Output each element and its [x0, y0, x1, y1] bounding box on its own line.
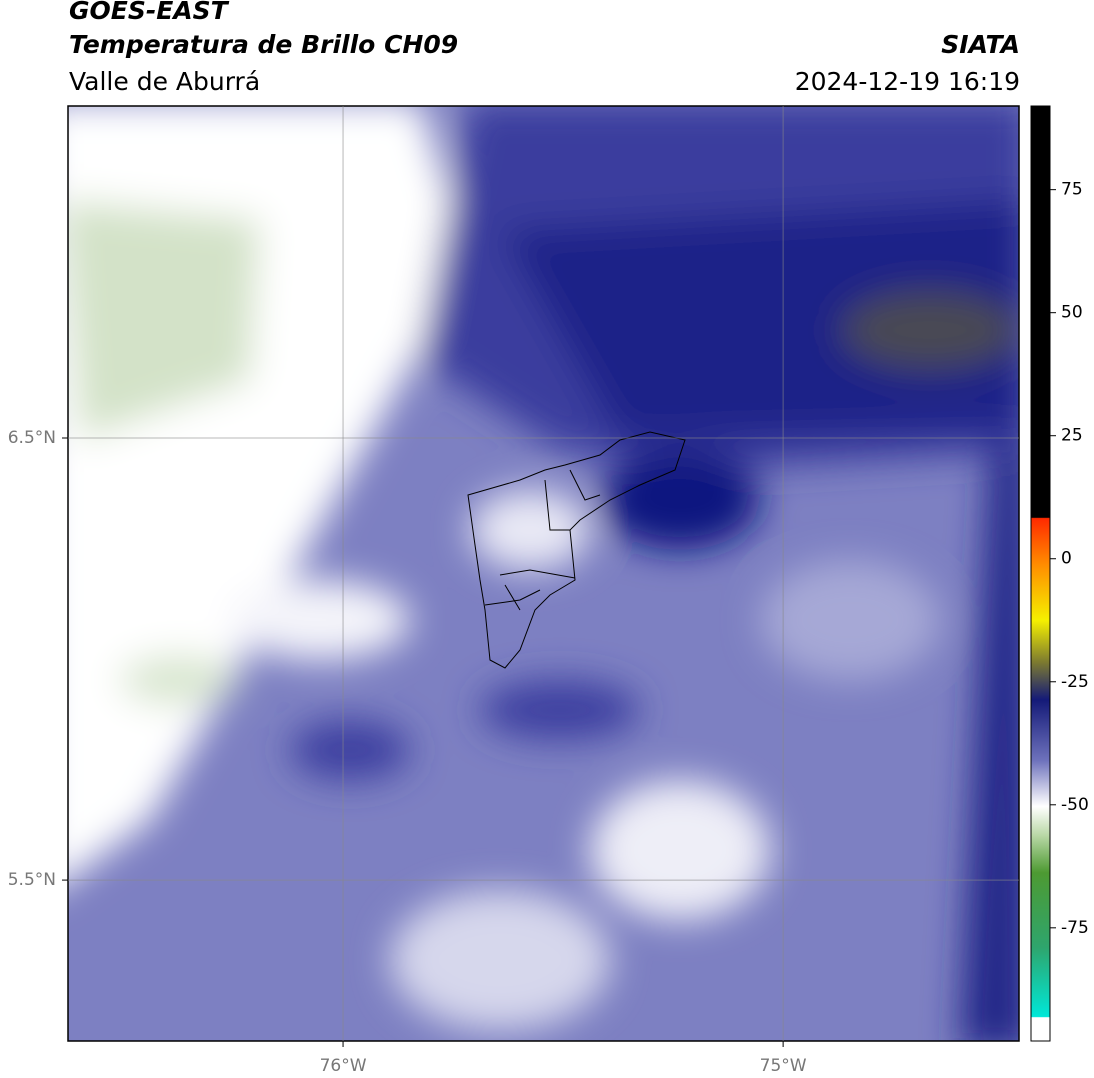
colorbar-tick-label: 0: [1061, 549, 1072, 569]
colorbar-tick-label: 25: [1061, 426, 1083, 446]
colorbar-tick-label: 75: [1061, 180, 1083, 200]
colorbar-tick-label: -25: [1061, 672, 1089, 692]
lon-label: 76°W: [320, 1056, 367, 1076]
lon-label: 75°W: [760, 1056, 807, 1076]
lat-label: 5.5°N: [8, 870, 56, 890]
colorbar-tick-label: 50: [1061, 303, 1083, 323]
satellite-field: [68, 106, 1019, 1041]
lat-label: 6.5°N: [8, 428, 56, 448]
colorbar-tick-label: -50: [1061, 795, 1089, 815]
map-frame: [67, 105, 1020, 1042]
colorbar: [1030, 105, 1051, 1042]
title: GOES-EAST: [69, 0, 228, 25]
datetime: 2024-12-19 16:19: [794, 67, 1020, 96]
subtitle: Temperatura de Brillo CH09: [69, 30, 459, 59]
region: Valle de Aburrá: [69, 67, 261, 96]
colorbar-tick-label: -75: [1061, 918, 1089, 938]
source: SIATA: [941, 30, 1020, 59]
